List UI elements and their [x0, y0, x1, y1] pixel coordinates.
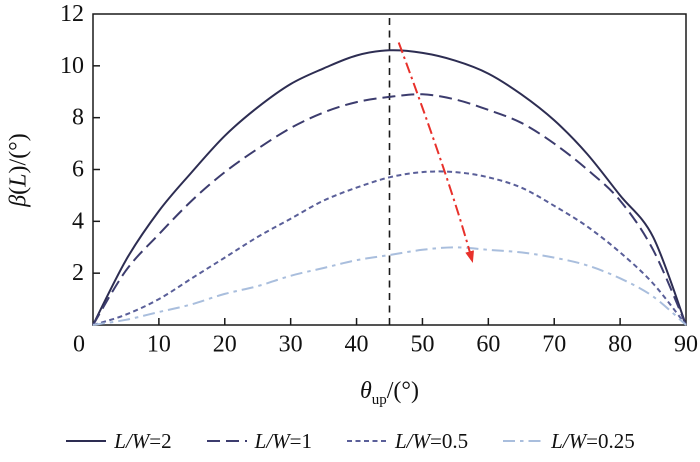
y-tick-label: 6 — [72, 157, 84, 183]
y-tick-label: 12 — [60, 1, 84, 27]
legend-item-lw-0-25: L/W=0.25 — [502, 429, 635, 454]
legend-swatch-lw-2 — [66, 440, 107, 442]
x-tick-label: 80 — [608, 332, 632, 358]
legend-label-lw-1: L/W=1 — [254, 428, 312, 453]
y-axis-title: β(L)/(°) — [5, 133, 32, 207]
legend-item-lw-0-5: L/W=0.5 — [346, 429, 468, 454]
legend-item-lw-1: L/W=1 — [206, 429, 312, 454]
x-tick-label: 20 — [213, 332, 237, 358]
x-tick-label: 60 — [476, 332, 500, 358]
x-tick-label: 90 — [674, 332, 698, 358]
y-tick-label: 2 — [72, 260, 84, 286]
legend-label-lw-0-25: L/W=0.25 — [551, 428, 635, 453]
legend-label-lw-2: L/W=2 — [114, 428, 172, 453]
series-line-lw-0-5 — [92, 170, 687, 326]
y-tick-label: 8 — [72, 105, 84, 131]
legend-swatch-lw-0-25 — [503, 440, 544, 442]
x-tick-label: 70 — [542, 332, 566, 358]
series-line-lw-1 — [92, 93, 687, 326]
legend-item-lw-2: L/W=2 — [65, 428, 172, 454]
y-tick-label: 10 — [60, 53, 84, 79]
trend-arrow — [397, 42, 474, 263]
x-tick-label: 10 — [147, 332, 171, 358]
legend-swatch-lw-1 — [206, 440, 247, 442]
x-tick-label: 30 — [279, 332, 303, 358]
series-line-lw-0-25 — [92, 246, 687, 326]
x-tick-label: 0 — [73, 332, 85, 358]
x-tick-label: 50 — [410, 332, 434, 358]
x-axis-title: θup/(°) — [359, 378, 420, 408]
legend-label-lw-0-5: L/W=0.5 — [395, 428, 469, 453]
y-tick-label: 4 — [72, 208, 84, 234]
series-group — [92, 49, 687, 326]
x-tick-label: 40 — [345, 332, 369, 358]
series-line-lw-2 — [92, 49, 687, 326]
legend-swatch-lw-0-5 — [347, 440, 387, 442]
legend: L/W=2 L/W=1 L/W=0.5 L/W=0.25 — [0, 424, 700, 458]
